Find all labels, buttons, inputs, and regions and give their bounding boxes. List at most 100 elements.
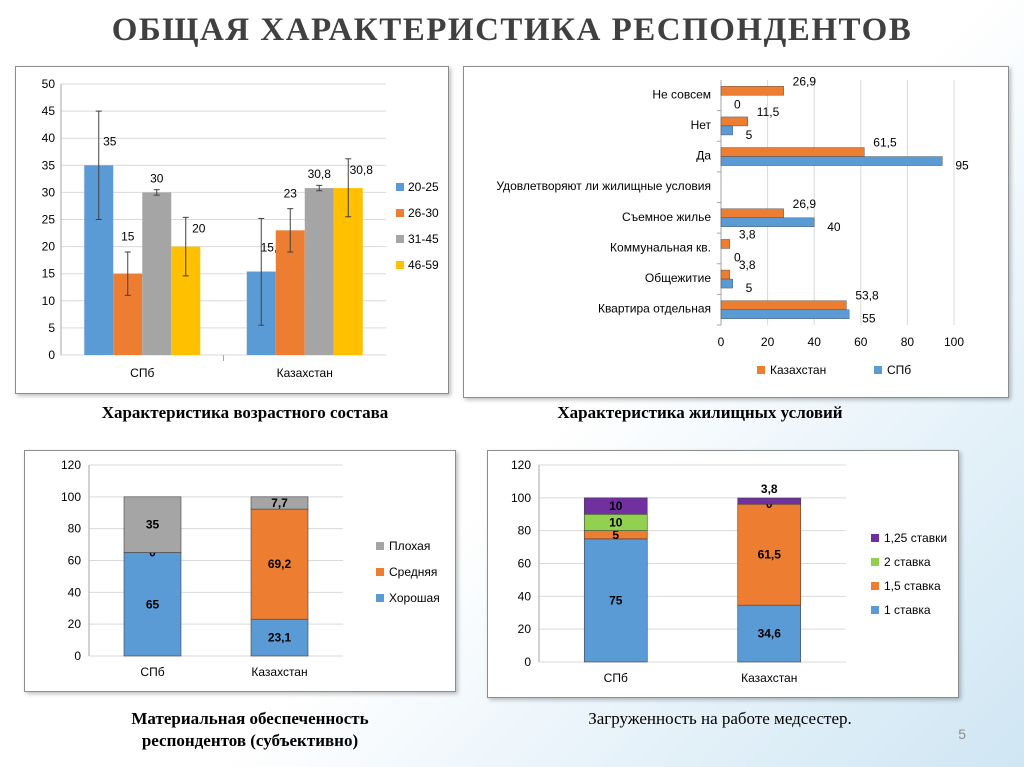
data-label: 95 xyxy=(955,159,969,173)
data-label: 3,8 xyxy=(739,258,756,272)
bar-segment xyxy=(737,604,802,663)
y-tick-label: 50 xyxy=(42,77,56,91)
y-tick-label: 120 xyxy=(511,458,531,472)
legend-swatch xyxy=(874,366,882,374)
page-number: 5 xyxy=(958,726,966,742)
y-tick-label: Нет xyxy=(691,118,712,132)
bar-segment xyxy=(250,508,309,620)
workload-chart-panel: 0204060801001207551010СПб34,661,503,8Каз… xyxy=(487,450,959,698)
workload-chart-caption: Загруженность на работе медсестер. xyxy=(588,709,852,728)
x-tick-label: Казахстан xyxy=(741,671,797,685)
y-tick-label: 5 xyxy=(48,321,55,335)
y-tick-label: 80 xyxy=(68,522,82,536)
data-label: 65 xyxy=(146,597,160,611)
x-tick-label: 40 xyxy=(808,335,822,349)
bar-segment xyxy=(583,497,648,515)
bar-segment xyxy=(737,497,802,505)
x-tick-label: СПб xyxy=(140,665,164,679)
y-tick-label: 80 xyxy=(518,524,532,538)
legend-label: 1,25 ставки xyxy=(884,531,947,545)
legend-swatch xyxy=(396,209,404,217)
data-label: 69,2 xyxy=(268,557,292,571)
x-tick-label: 0 xyxy=(718,335,725,349)
y-tick-label: Квартира отдельная xyxy=(598,302,711,316)
x-tick-label: Казахстан xyxy=(251,665,307,679)
legend-swatch xyxy=(376,594,384,602)
legend-label: Плохая xyxy=(389,539,430,553)
bar-segment xyxy=(250,496,309,510)
data-label: 5 xyxy=(746,281,753,295)
material-chart-panel: 02040608010012065035СПб23,169,27,7Казахс… xyxy=(24,450,456,692)
legend-label: 1,5 ставка xyxy=(884,579,941,593)
y-tick-label: 25 xyxy=(42,213,56,227)
data-label: 30,8 xyxy=(308,167,332,181)
data-label: 20 xyxy=(192,222,206,236)
bar xyxy=(720,217,815,228)
age-chart-panel: 0 5 10 15 20 25 30 35 40 45 50 35 15 30 20 СПб 15,4 23 30,… xyxy=(15,66,449,394)
bar xyxy=(720,300,847,310)
data-label: 26,9 xyxy=(793,74,817,88)
y-tick-label: 60 xyxy=(68,554,82,568)
data-label: 10 xyxy=(609,499,623,513)
material-chart-caption-line2: респондентов (субъективно) xyxy=(141,731,359,750)
data-label: 61,5 xyxy=(873,136,897,150)
bar xyxy=(720,147,865,157)
y-tick-label: 0 xyxy=(74,649,81,663)
bar xyxy=(720,208,784,219)
legend-swatch xyxy=(396,183,404,191)
bar-segment xyxy=(123,496,182,553)
y-tick-label: Не совсем xyxy=(652,87,711,101)
y-tick-label: 45 xyxy=(42,104,56,118)
data-label: 10 xyxy=(609,515,623,529)
material-chart-caption-line1: Материальная обеспеченность xyxy=(131,709,369,728)
housing-chart: 0 20 40 60 80 100 Не совсем 26,9 0 Нет 11,5 5 Да 61,5… xyxy=(496,74,969,377)
data-label: 26,9 xyxy=(793,197,817,211)
data-label: 11,5 xyxy=(757,105,780,119)
x-tick-label: Казахстан xyxy=(277,366,333,380)
housing-chart-panel: 0 20 40 60 80 100 Не совсем 26,9 0 Нет 11,5 5 Да 61,5… xyxy=(463,66,1009,398)
bar xyxy=(720,239,731,249)
data-label: 5 xyxy=(746,128,753,142)
y-tick-label: Общежитие xyxy=(645,271,711,285)
data-label: 61,5 xyxy=(758,548,782,562)
bar xyxy=(720,269,731,280)
y-tick-label: Коммунальная кв. xyxy=(610,240,711,254)
bar xyxy=(720,125,733,136)
y-tick-label: 20 xyxy=(518,622,532,636)
legend-label: Средняя xyxy=(389,565,437,579)
data-label: 30 xyxy=(150,171,164,185)
legend-swatch xyxy=(871,558,879,566)
legend-label: 46-59 xyxy=(408,258,439,272)
age-chart-caption: Характеристика возрастного состава xyxy=(101,403,389,422)
bar-segment xyxy=(583,538,648,663)
bar xyxy=(304,188,334,355)
y-tick-label: 10 xyxy=(42,294,56,308)
data-label: 35 xyxy=(103,134,117,148)
legend-swatch xyxy=(376,542,384,550)
x-tick-label: 20 xyxy=(761,335,775,349)
data-label: 5 xyxy=(612,528,619,542)
legend-label: 26-30 xyxy=(408,206,439,220)
y-tick-label: 60 xyxy=(518,557,532,571)
y-tick-label: 100 xyxy=(511,491,531,505)
y-tick-label: Съемное жилье xyxy=(622,210,711,224)
y-tick-label: 20 xyxy=(42,240,56,254)
data-label: 3,8 xyxy=(761,482,778,496)
data-label: 0 xyxy=(734,97,741,111)
y-tick-label: Удовлетворяют ли жилищные условия xyxy=(496,179,711,193)
legend-label: 2 ставка xyxy=(884,555,931,569)
bar xyxy=(142,192,172,355)
bar xyxy=(720,86,784,96)
material-chart: 02040608010012065035СПб23,169,27,7Казахс… xyxy=(61,458,440,679)
legend-label: 1 ставка xyxy=(884,603,931,617)
legend-swatch xyxy=(757,366,765,374)
data-label: 55 xyxy=(862,312,876,326)
y-tick-label: 0 xyxy=(524,655,531,669)
data-label: 30,8 xyxy=(350,163,374,177)
bar xyxy=(720,309,850,319)
page-title: ОБЩАЯ ХАРАКТЕРИСТИКА РЕСПОНДЕНТОВ xyxy=(111,12,913,48)
age-chart: 0510152025303540455035153020СПб15,42330,… xyxy=(42,77,439,380)
data-label: 7,7 xyxy=(271,496,288,510)
x-tick-label: 80 xyxy=(901,335,915,349)
legend-label: Казахстан xyxy=(770,363,826,377)
